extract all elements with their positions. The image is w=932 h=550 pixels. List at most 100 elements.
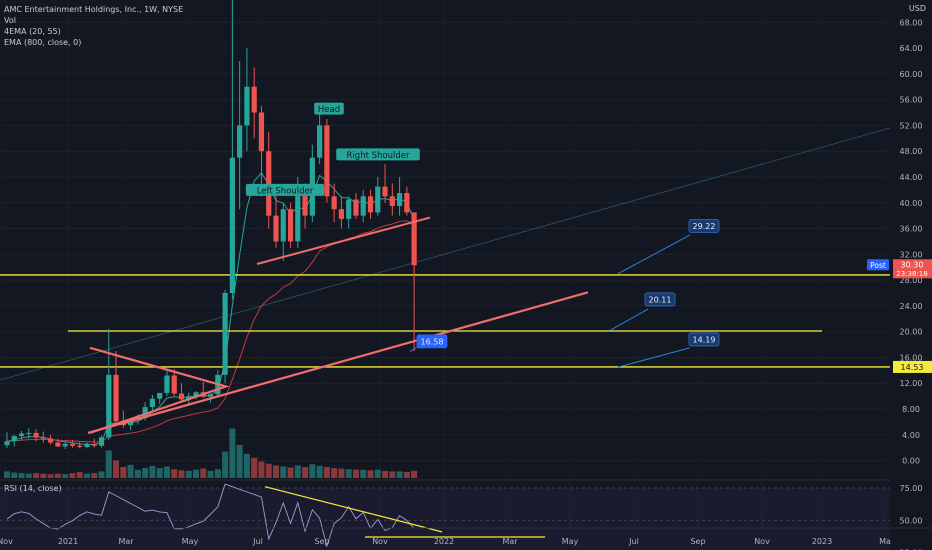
volume-bar [105,450,112,478]
volume-bar [193,469,200,478]
candle-body [193,392,199,397]
candle-body [331,196,337,210]
candle-body [127,419,134,426]
volume-bar [396,471,403,478]
price-tick-label: 64.00 [900,44,923,53]
volume-bar [40,473,47,478]
volume-bar [236,445,243,478]
candle-body [302,189,308,216]
price-tick-label: 36.00 [900,225,923,234]
ema-legend-1: 4EMA (20, 55) [4,27,61,36]
wedge-lines [89,346,230,434]
rsi-line [6,483,415,548]
callout-value: 14.19 [693,335,716,344]
candle-body [62,443,68,447]
volume-bar [156,468,163,478]
price-tick-label: 68.00 [900,18,923,27]
candle-body [18,433,25,437]
volume-bar [91,473,98,478]
candle-body [389,196,395,206]
candle-body [251,86,257,113]
time-tick-label: Nov [754,537,770,546]
time-tick-label: Sep [690,537,705,546]
candle-body [317,125,323,158]
candle-body [40,437,46,439]
volume-bar [113,460,120,478]
post-tag: Post [870,261,886,270]
volume-bar [280,466,287,478]
volume-bar [127,464,134,478]
rsi-divergence-line [264,486,443,533]
price-tick-label: 16.00 [900,353,923,362]
rsi-legend: RSI (14, close) [4,484,62,493]
volume-bar [360,469,367,478]
price-tick-label: 28.00 [900,276,923,285]
price-tick-label: 20.00 [900,328,923,337]
price-tick-label: 60.00 [900,70,923,79]
volume-bar [18,473,25,478]
currency-label: USD [908,4,926,13]
volume-bar [374,469,381,478]
price-tick-label: 40.00 [900,199,923,208]
time-tick-label: 2022 [434,537,454,546]
volume-bar [134,469,141,478]
time-tick-label: Nov [372,537,388,546]
pattern-label: Left Shoulder [257,186,314,196]
volume-bar [309,464,316,478]
volume-bar [4,471,10,478]
candle-body [98,437,105,446]
candle-body [258,112,265,152]
price-tick-label: 0.00 [902,457,920,466]
candle-body [149,398,155,408]
price-tick-label: 8.00 [902,405,920,414]
time-tick-label: Mar [118,537,134,546]
volume-bar [302,467,309,478]
time-tick-label: Nov [0,537,13,546]
candle-body [346,199,352,219]
candle-body [396,193,403,206]
volume-bar [33,473,40,478]
callout-arrow [409,346,419,353]
volume-bar [389,471,396,478]
time-tick-label: Ma [879,537,891,546]
pattern-label-bg [336,148,420,161]
candle-body [186,396,192,400]
candle-body [360,196,366,216]
volume-bar [62,474,69,478]
ascending-trend-line [87,291,589,434]
price-tick-label: 44.00 [900,173,923,182]
volume-bar [83,473,90,478]
candle-body [4,441,10,446]
callout-value: 29.22 [693,222,716,231]
volume-bar [323,467,330,478]
price-tick-label: 12.00 [900,379,923,388]
candle-body [280,209,286,242]
volume-bar [331,468,338,478]
volume-bar [200,468,207,478]
pattern-label: Head [318,105,340,115]
candle-body [11,436,17,442]
volume-bar [69,473,76,478]
candle-body [164,375,170,393]
countdown-value: 23:38:18 [896,270,927,278]
callout-value: 20.11 [649,295,672,304]
chart-legend: AMC Entertainment Holdings, Inc., 1W, NY… [4,4,183,48]
candle-body [404,193,410,213]
volume-bar [222,451,229,478]
candle-body [295,189,301,242]
candle-body [229,157,235,294]
volume-bar [229,428,236,478]
volume-bar [142,468,149,478]
rsi-tick-label: 50.00 [900,516,923,525]
callout-arrow [617,347,691,368]
time-tick-label: 2021 [58,537,78,546]
candle-body [171,375,177,394]
ema-legend-2: EMA (800, close, 0) [4,38,82,47]
candle-body [106,374,112,438]
volume-bar [251,457,258,478]
candle-body [367,196,374,213]
price-tick-label: 32.00 [900,250,923,259]
time-tick-label: Jul [628,537,639,546]
volume-bar [185,470,192,478]
